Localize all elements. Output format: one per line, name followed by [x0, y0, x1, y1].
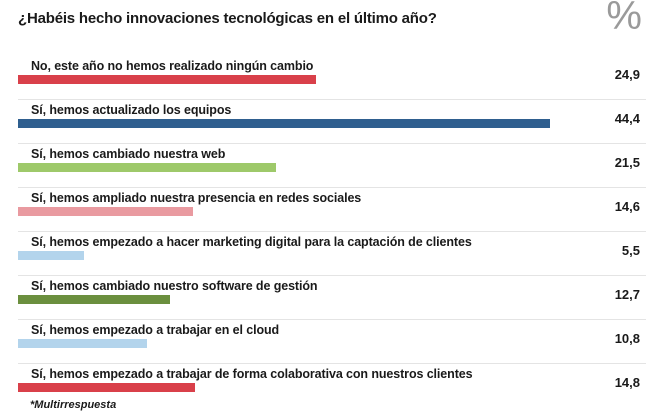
percent-unit-label: %	[606, 0, 642, 38]
value-label: 44,4	[614, 111, 640, 126]
value-label: 24,9	[614, 67, 640, 82]
row-divider	[18, 231, 646, 232]
category-label: Sí, hemos cambiado nuestro software de g…	[31, 279, 318, 293]
bar-row: Sí, hemos actualizado los equipos 44,4	[0, 99, 664, 143]
value-label: 14,6	[614, 199, 640, 214]
category-label: Sí, hemos empezado a trabajar en el clou…	[31, 323, 280, 337]
category-label: Sí, hemos cambiado nuestra web	[31, 147, 226, 161]
row-divider	[18, 99, 646, 100]
bar	[18, 119, 550, 128]
category-label: Sí, hemos empezado a hacer marketing dig…	[31, 235, 472, 249]
value-label: 5,5	[621, 243, 640, 258]
category-label: Sí, hemos actualizado los equipos	[31, 103, 232, 117]
bar-row: Sí, hemos cambiado nuestro software de g…	[0, 275, 664, 319]
value-label: 12,7	[614, 287, 640, 302]
chart-title: ¿Habéis hecho innovaciones tecnológicas …	[18, 10, 437, 27]
category-label: No, este año no hemos realizado ningún c…	[31, 59, 314, 73]
bar-row: Sí, hemos cambiado nuestra web 21,5	[0, 143, 664, 187]
value-label: 10,8	[614, 331, 640, 346]
value-label: 14,8	[614, 375, 640, 390]
row-divider	[18, 187, 646, 188]
category-label: Sí, hemos empezado a trabajar de forma c…	[31, 367, 473, 381]
row-divider	[18, 275, 646, 276]
bar-row: Sí, hemos empezado a trabajar en el clou…	[0, 319, 664, 363]
bar	[18, 339, 147, 348]
bar	[18, 163, 276, 172]
footnote: *Multirrespuesta	[30, 399, 117, 411]
bar	[18, 207, 193, 216]
row-divider	[18, 319, 646, 320]
bar-row: Sí, hemos ampliado nuestra presencia en …	[0, 187, 664, 231]
category-label: Sí, hemos ampliado nuestra presencia en …	[31, 191, 362, 205]
row-divider	[18, 363, 646, 364]
bar-row: No, este año no hemos realizado ningún c…	[0, 55, 664, 99]
bar	[18, 383, 195, 392]
bar-row: Sí, hemos empezado a trabajar de forma c…	[0, 363, 664, 407]
bar-row: Sí, hemos empezado a hacer marketing dig…	[0, 231, 664, 275]
bar	[18, 251, 84, 260]
bar	[18, 295, 170, 304]
bar	[18, 75, 316, 84]
value-label: 21,5	[614, 155, 640, 170]
row-divider	[18, 143, 646, 144]
